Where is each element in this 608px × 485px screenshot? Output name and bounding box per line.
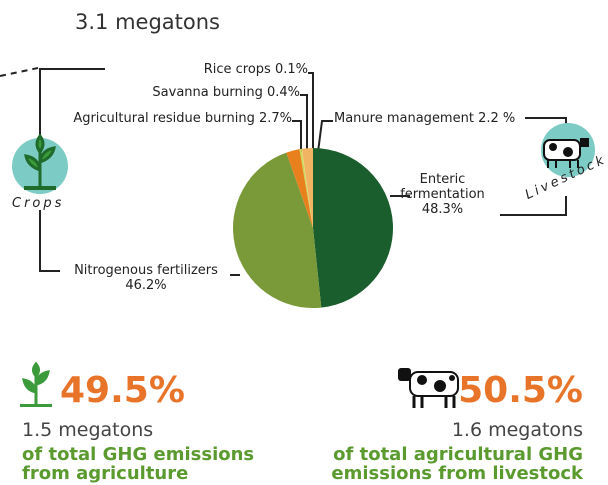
crops-megatons: 1.5 megatons xyxy=(22,419,154,441)
pie-slice xyxy=(286,149,313,228)
livestock-description: of total agricultural GHG emissions from… xyxy=(331,444,583,484)
slice-name: Rice crops xyxy=(203,62,271,77)
slice-label: Enteric fermentation 48.3% xyxy=(400,172,485,217)
crops-label: Crops xyxy=(12,196,65,211)
crops-share: 49.5% xyxy=(60,370,185,411)
pie-slice xyxy=(233,152,322,308)
slice-value: 0.4% xyxy=(266,85,300,100)
pie-slice xyxy=(299,148,313,228)
slice-value: 0.1% xyxy=(274,62,308,77)
crops-small-icon xyxy=(20,361,52,407)
slice-value: 46.2% xyxy=(125,278,167,293)
pie-slice xyxy=(301,148,313,228)
crops-icon xyxy=(12,133,68,194)
cow-small-icon xyxy=(398,368,459,408)
slice-label: Agricultural residue burning 2.7% xyxy=(73,111,292,126)
slice-name: Savanna burning xyxy=(152,85,263,100)
crops-description: of total GHG emissions from agriculture xyxy=(22,444,255,484)
slice-label: Savanna burning 0.4% xyxy=(152,85,300,100)
chart-title: 3.1 megatons xyxy=(75,10,220,34)
slice-label: Nitrogenous fertilizers 46.2% xyxy=(60,263,232,293)
slice-name: Enteric fermentation xyxy=(400,172,485,202)
slice-label: Manure management 2.2 % xyxy=(334,111,515,126)
pie-slice xyxy=(301,148,313,228)
slice-name: Nitrogenous fertilizers xyxy=(74,263,218,278)
slice-name: Agricultural residue burning xyxy=(73,111,255,126)
livestock-megatons: 1.6 megatons xyxy=(451,419,583,441)
pie-slice xyxy=(313,148,394,308)
slice-value: 48.3% xyxy=(421,202,464,217)
slice-value: 2.7% xyxy=(258,111,292,126)
slice-value: 2.2 % xyxy=(478,111,516,126)
slice-label: Rice crops 0.1% xyxy=(204,62,308,77)
slice-name: Manure management xyxy=(334,111,474,126)
livestock-icon xyxy=(541,123,595,177)
leader-lines xyxy=(0,67,567,276)
livestock-share: 50.5% xyxy=(458,370,583,411)
